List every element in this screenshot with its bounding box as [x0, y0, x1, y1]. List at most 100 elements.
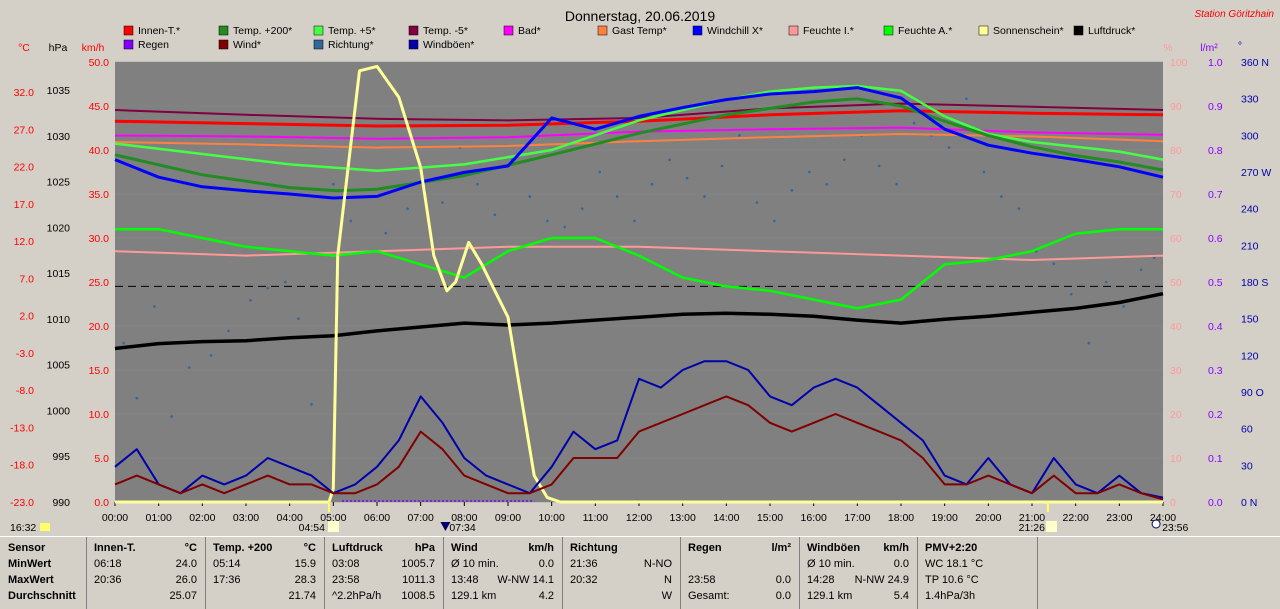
temp-tick: -8.0 — [16, 385, 34, 397]
direction-point — [1052, 262, 1056, 265]
temp-tick: 7.0 — [19, 273, 34, 285]
series-line — [114, 97, 1164, 193]
humidity-tick: 10 — [1170, 453, 1182, 465]
stats-column: Richtung 21:36 N-NO 20:32 N W — [562, 537, 681, 609]
direction-point — [808, 170, 811, 174]
direction-point — [633, 219, 636, 223]
legend-swatch — [313, 39, 324, 50]
direction-tick: 210 — [1241, 240, 1259, 252]
direction-point — [476, 182, 479, 186]
column-unit: hPa — [414, 542, 435, 554]
x-tick-label: 12:00 — [626, 512, 652, 524]
column-title: Innen-T. — [94, 542, 136, 554]
legend-swatch — [978, 25, 989, 36]
direction-point — [441, 201, 444, 204]
temp-axis-label: °C — [18, 42, 30, 54]
avg-value: 5.4 — [893, 590, 909, 602]
direction-point — [249, 299, 252, 302]
max-time: 23:58 — [332, 574, 360, 586]
direction-point — [738, 134, 741, 137]
max-value: 28.3 — [294, 574, 316, 586]
temp-tick: 32.0 — [14, 87, 35, 99]
max-time: 14:28 — [807, 574, 835, 586]
max-time: 23:58 — [688, 574, 716, 586]
x-tick-label: 19:00 — [932, 512, 958, 524]
avg-value: W — [661, 590, 672, 602]
column-title: PMV+2:20 — [925, 542, 978, 554]
humidity-tick: 20 — [1170, 409, 1182, 421]
avg-prefix: 129.1 km — [807, 590, 853, 602]
legend-label: Temp. +200* — [233, 25, 292, 37]
direction-point — [493, 213, 497, 217]
direction-point — [598, 170, 601, 174]
sunset-label: 21:26 — [1019, 522, 1045, 534]
legend-label: Temp. +5* — [328, 25, 376, 37]
direction-tick: 30 — [1241, 460, 1253, 472]
direction-point — [720, 164, 724, 168]
direction-point — [650, 182, 654, 186]
direction-point — [825, 182, 829, 186]
legend-label: Luftdruck* — [1088, 25, 1135, 37]
direction-point — [895, 182, 898, 186]
x-tick-label: 17:00 — [844, 512, 870, 524]
column-title: Temp. +200 — [213, 542, 273, 554]
legend-swatch — [313, 25, 324, 36]
legend-label: Windchill X* — [707, 25, 763, 37]
row-label-avg: Durchschnitt — [8, 590, 76, 602]
x-tick-label: 15:00 — [757, 512, 783, 524]
avg-value: 21.74 — [288, 590, 316, 602]
temp-tick: 2.0 — [19, 311, 34, 323]
series-line — [114, 84, 1164, 173]
avg-prefix: Gesamt: — [688, 590, 730, 602]
min-time: 06:18 — [94, 558, 122, 570]
stats-table: Sensor MinWert MaxWert Durchschnitt Inne… — [0, 536, 1280, 609]
direction-point — [332, 182, 335, 186]
stats-column: Regen l/m² 23:58 0.0 Gesamt: 0.0 — [680, 537, 800, 609]
column-unit: l/m² — [771, 542, 791, 554]
column-unit: km/h — [528, 542, 554, 554]
direction-point — [563, 225, 567, 229]
x-tick-label: 01:00 — [146, 512, 172, 524]
max-value: N — [664, 574, 672, 586]
legend-label: Richtung* — [328, 39, 374, 51]
stats-column: Innen-T. °C 06:18 24.0 20:36 26.0 25.07 — [86, 537, 206, 609]
legend-swatch — [218, 25, 229, 36]
rain-tick: 0.3 — [1208, 365, 1223, 377]
wind-tick: 15.0 — [89, 365, 110, 377]
direction-point — [1017, 207, 1021, 210]
max-value: W-NW 14.1 — [497, 574, 554, 586]
x-tick-label: 08:00 — [451, 512, 477, 524]
direction-point — [209, 354, 213, 357]
chart-title: Donnerstag, 20.06.2019 — [565, 8, 715, 24]
legend-swatch — [218, 39, 229, 50]
temp-tick: 27.0 — [14, 124, 35, 136]
humidity-tick: 90 — [1170, 101, 1182, 113]
legend-label: Bad* — [518, 25, 541, 37]
temp-tick: 17.0 — [14, 199, 35, 211]
x-tick-label: 07:00 — [408, 512, 434, 524]
rain-tick: 0.6 — [1208, 233, 1223, 245]
x-tick-label: 23:00 — [1106, 512, 1132, 524]
max-value: N-NW 24.9 — [854, 574, 909, 586]
legend-label: Windböen* — [423, 39, 474, 51]
rain-tick: 0.5 — [1208, 277, 1223, 289]
x-tick-label: 05:00 — [320, 512, 346, 524]
column-unit: °C — [184, 542, 197, 554]
direction-point — [668, 158, 671, 162]
avg-value: 1008.5 — [401, 590, 435, 602]
max-time: 20:36 — [94, 574, 122, 586]
rain-tick: 0.9 — [1208, 101, 1223, 113]
rain-tick: 0.8 — [1208, 145, 1223, 157]
rain-tick: 0.4 — [1208, 321, 1223, 333]
temp-tick: -3.0 — [16, 348, 34, 360]
direction-point — [349, 219, 353, 223]
direction-point — [790, 189, 794, 192]
x-tick-label: 18:00 — [888, 512, 914, 524]
pressure-axis-label: hPa — [49, 42, 68, 54]
avg-value: 0.0 — [775, 590, 791, 602]
row-label-header: Sensor — [8, 542, 46, 554]
min-time: 05:14 — [213, 558, 241, 570]
series-line — [114, 86, 1164, 200]
min-value: 1005.7 — [401, 558, 435, 570]
row-label-max: MaxWert — [8, 574, 54, 586]
